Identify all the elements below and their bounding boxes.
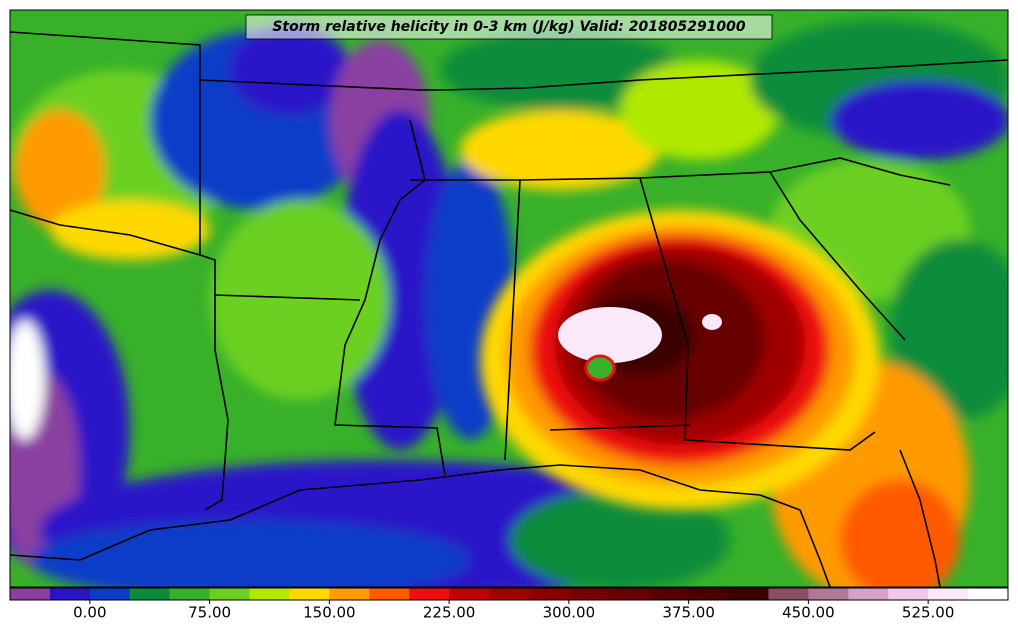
- title-box: [245, 14, 773, 40]
- map-title: Storm relative helicity in 0-3 km (J/kg)…: [272, 19, 746, 35]
- eye: [584, 354, 616, 382]
- colorbar-bin: [768, 588, 809, 600]
- colorbar-bin: [329, 588, 370, 600]
- colorbar-bin: [89, 588, 131, 600]
- peak-region: [702, 314, 722, 330]
- colorbar-bin: [608, 588, 650, 600]
- colorbar-bin: [568, 588, 610, 600]
- colorbar-bin: [10, 588, 51, 600]
- colorbar-tick-label: 75.00: [188, 604, 231, 622]
- colorbar-bin: [209, 588, 251, 600]
- colorbar-bin: [688, 588, 730, 600]
- colorbar-bin: [528, 588, 570, 600]
- colorbar-bin: [289, 588, 330, 600]
- colorbar-frame: [9, 587, 1009, 601]
- colorbar-bin: [968, 588, 1009, 600]
- colorbar-bin: [369, 588, 410, 600]
- colorbar: 0.00 75.00 150.00 225.00 300.00 375.00 450.00 5…: [10, 588, 1009, 622]
- colorbar-bin: [648, 588, 690, 600]
- colorbar-tick-label: 525.00: [902, 604, 955, 622]
- colorbar-bin: [169, 588, 211, 600]
- colorbar-bin: [489, 588, 530, 600]
- colorbar-bin: [449, 588, 490, 600]
- colorbar-tick-label: 300.00: [543, 604, 596, 622]
- colorbar-tick-label: 450.00: [782, 604, 835, 622]
- colorbar-tick-label: 225.00: [423, 604, 476, 622]
- colorbar-bin: [728, 588, 769, 600]
- state-borders: [10, 31, 1008, 587]
- colorbar-bin: [808, 588, 849, 600]
- colorbar-bin: [848, 588, 889, 600]
- peak-region: [558, 307, 662, 363]
- colorbar-bin: [129, 588, 171, 600]
- colorbar-bin: [888, 588, 929, 600]
- colorbar-tick-label: 150.00: [303, 604, 356, 622]
- colorbar-bin: [928, 588, 969, 600]
- colorbar-bin: [49, 588, 91, 600]
- colorbar-bin: [409, 588, 450, 600]
- colorbar-bin: [249, 588, 290, 600]
- colorbar-tick-label: 0.00: [73, 604, 106, 622]
- helicity-field: [10, 10, 1008, 587]
- colorbar-tick-label: 375.00: [662, 604, 715, 622]
- map-frame: [9, 9, 1009, 588]
